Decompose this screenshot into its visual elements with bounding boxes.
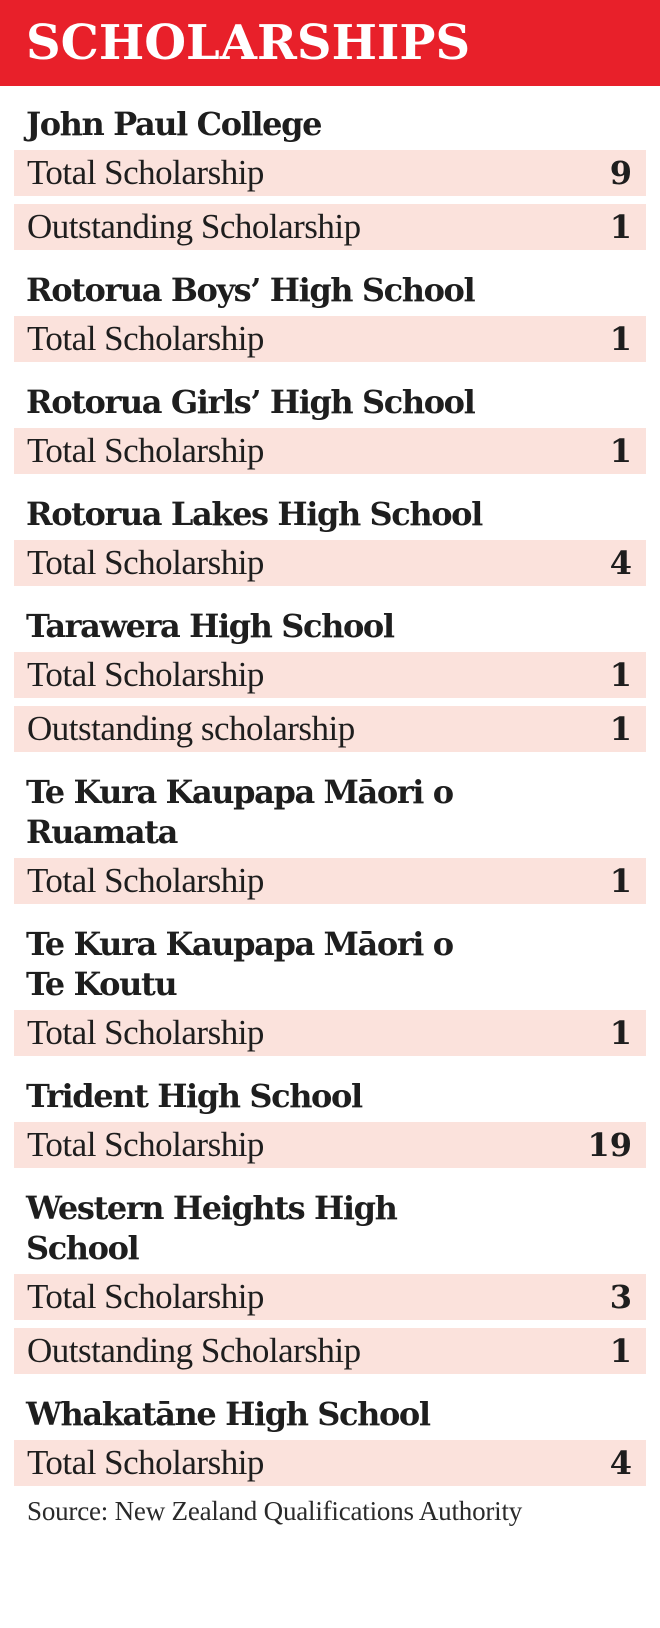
table-row: Total Scholarship 1 [14, 428, 646, 474]
row-value: 1 [609, 320, 632, 358]
row-label: Total Scholarship [27, 319, 264, 358]
row-value: 4 [609, 1444, 632, 1482]
table-row: Outstanding scholarship 1 [14, 706, 646, 752]
table-row: Total Scholarship 4 [14, 1440, 646, 1486]
row-value: 9 [609, 154, 632, 192]
table-row: Total Scholarship 19 [14, 1122, 646, 1168]
row-label: Total Scholarship [27, 861, 264, 900]
row-value: 1 [609, 208, 632, 246]
school-name: Rotorua Lakes High School [26, 495, 483, 533]
row-value: 19 [587, 1126, 632, 1164]
school-name: Te Kura Kaupapa Māori o Ruamata [26, 773, 454, 851]
row-label: Outstanding scholarship [27, 709, 355, 748]
row-label: Total Scholarship [27, 1443, 264, 1482]
row-label: Total Scholarship [27, 543, 264, 582]
school-block: Whakatāne High School Total Scholarship 4 [14, 1394, 646, 1486]
school-name: Rotorua Boys’ High School [26, 271, 476, 309]
row-value: 1 [609, 1332, 632, 1370]
table-row: Total Scholarship 1 [14, 1010, 646, 1056]
school-block: Te Kura Kaupapa Māori o Te Koutu Total Sc… [14, 924, 646, 1056]
school-name: Whakatāne High School [26, 1395, 431, 1433]
row-label: Total Scholarship [27, 1125, 264, 1164]
row-label: Outstanding Scholarship [27, 1331, 361, 1370]
school-block: John Paul College Total Scholarship 9 Outst… [14, 104, 646, 250]
school-block: Trident High School Total Scholarship 19 [14, 1076, 646, 1168]
school-name: Rotorua Girls’ High School [26, 383, 476, 421]
school-name: Trident High School [26, 1077, 363, 1115]
school-name: Te Kura Kaupapa Māori o Te Koutu [26, 925, 454, 1003]
row-label: Total Scholarship [27, 1013, 264, 1052]
row-label: Total Scholarship [27, 655, 264, 694]
school-block: Rotorua Boys’ High School Total Scholarsh… [14, 270, 646, 362]
school-block: Tarawera High School Total Scholarship 1 Ou… [14, 606, 646, 752]
school-block: Rotorua Girls’ High School Total Scholars… [14, 382, 646, 474]
row-label: Outstanding Scholarship [27, 207, 361, 246]
table-row: Total Scholarship 1 [14, 652, 646, 698]
table-row: Outstanding Scholarship 1 [14, 1328, 646, 1374]
row-value: 1 [609, 432, 632, 470]
row-value: 3 [609, 1278, 632, 1316]
school-block: Rotorua Lakes High School Total Scholarsh… [14, 494, 646, 586]
table-row: Total Scholarship 3 [14, 1274, 646, 1320]
school-name: Tarawera High School [26, 607, 395, 645]
school-block: Te Kura Kaupapa Māori o Ruamata Total Sch… [14, 772, 646, 904]
table-row: Total Scholarship 9 [14, 150, 646, 196]
row-label: Total Scholarship [27, 431, 264, 470]
row-value: 1 [609, 1014, 632, 1052]
row-label: Total Scholarship [27, 153, 264, 192]
row-value: 1 [609, 656, 632, 694]
table-row: Total Scholarship 1 [14, 316, 646, 362]
row-value: 1 [609, 862, 632, 900]
table-row: Total Scholarship 4 [14, 540, 646, 586]
school-block: Western Heights High School Total Scholar… [14, 1188, 646, 1374]
school-name: John Paul College [26, 105, 322, 143]
page-title: SCHOLARSHIPS [26, 15, 471, 71]
table-row: Total Scholarship 1 [14, 858, 646, 904]
table-row: Outstanding Scholarship 1 [14, 204, 646, 250]
school-name: Western Heights High School [26, 1189, 398, 1267]
source-note: Source: New Zealand Qualifications Autho… [27, 1496, 523, 1526]
row-value: 1 [609, 710, 632, 748]
row-value: 4 [609, 544, 632, 582]
row-label: Total Scholarship [27, 1277, 264, 1316]
header-banner: SCHOLARSHIPS [0, 0, 660, 86]
scholarship-list: John Paul College Total Scholarship 9 Outst… [0, 104, 660, 1486]
